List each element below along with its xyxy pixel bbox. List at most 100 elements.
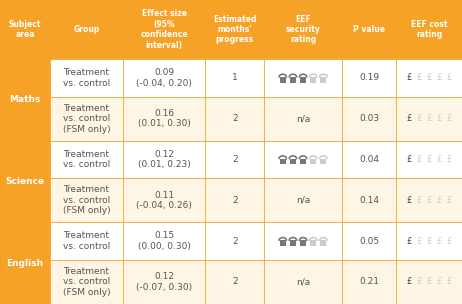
Text: 0.12
(0.01, 0.23): 0.12 (0.01, 0.23) <box>138 150 190 169</box>
Text: EEF cost
rating: EEF cost rating <box>411 20 448 39</box>
Text: 0.03: 0.03 <box>359 114 379 123</box>
Text: Subject
area: Subject area <box>9 20 41 39</box>
Bar <box>290 77 296 82</box>
Text: 0.19: 0.19 <box>359 73 379 82</box>
Text: Treatment
vs. control: Treatment vs. control <box>63 231 110 251</box>
Text: £: £ <box>416 114 422 123</box>
Text: 1: 1 <box>232 73 237 82</box>
Bar <box>0 59 50 141</box>
Bar <box>396 260 462 304</box>
Bar <box>264 141 342 178</box>
Text: £: £ <box>437 237 442 246</box>
Bar <box>396 0 462 59</box>
Text: £: £ <box>447 73 452 82</box>
Text: £: £ <box>406 73 412 82</box>
Text: Science: Science <box>6 177 44 186</box>
Bar <box>0 141 50 222</box>
Bar <box>264 97 342 141</box>
Text: 0.09
(-0.04, 0.20): 0.09 (-0.04, 0.20) <box>136 68 192 88</box>
Bar <box>205 260 264 304</box>
Bar <box>342 141 396 178</box>
Text: £: £ <box>406 114 412 123</box>
Bar <box>205 141 264 178</box>
Bar <box>50 141 123 178</box>
Bar <box>264 260 342 304</box>
Bar <box>0 0 50 59</box>
Text: £: £ <box>426 196 432 205</box>
Text: £: £ <box>406 155 412 164</box>
Text: £: £ <box>416 196 422 205</box>
Bar <box>123 222 205 260</box>
Text: £: £ <box>437 196 442 205</box>
Bar <box>290 159 296 164</box>
Text: Treatment
vs. control
(FSM only): Treatment vs. control (FSM only) <box>62 267 110 297</box>
Bar <box>205 222 264 260</box>
Text: £: £ <box>416 155 422 164</box>
Bar <box>300 77 306 82</box>
Bar <box>342 222 396 260</box>
Bar <box>310 77 316 82</box>
Bar <box>264 178 342 222</box>
Text: £: £ <box>437 114 442 123</box>
Text: Maths: Maths <box>9 95 41 104</box>
Bar <box>123 178 205 222</box>
Text: £: £ <box>447 196 452 205</box>
Bar <box>205 59 264 97</box>
Bar <box>123 0 205 59</box>
Bar <box>123 97 205 141</box>
Text: 0.16
(0.01, 0.30): 0.16 (0.01, 0.30) <box>138 109 190 128</box>
Text: Treatment
vs. control: Treatment vs. control <box>63 150 110 169</box>
Text: n/a: n/a <box>296 196 310 205</box>
Text: P value: P value <box>353 25 385 34</box>
Bar <box>50 260 123 304</box>
Bar <box>0 222 50 304</box>
Text: 0.05: 0.05 <box>359 237 379 246</box>
Text: 0.12
(-0.07, 0.30): 0.12 (-0.07, 0.30) <box>136 272 192 292</box>
Text: £: £ <box>447 237 452 246</box>
Text: £: £ <box>426 73 432 82</box>
Text: £: £ <box>426 155 432 164</box>
Text: 0.04: 0.04 <box>359 155 379 164</box>
Bar <box>280 240 286 246</box>
Bar <box>321 77 326 82</box>
Bar <box>280 159 286 164</box>
Text: 2: 2 <box>232 196 237 205</box>
Bar <box>50 59 123 97</box>
Text: £: £ <box>426 237 432 246</box>
Text: 2: 2 <box>232 237 237 246</box>
Bar <box>205 97 264 141</box>
Bar <box>396 141 462 178</box>
Bar <box>50 222 123 260</box>
Text: 2: 2 <box>232 155 237 164</box>
Text: Estimated
months'
progress: Estimated months' progress <box>213 15 256 44</box>
Text: 0.14: 0.14 <box>359 196 379 205</box>
Bar <box>264 59 342 97</box>
Bar <box>123 141 205 178</box>
Text: £: £ <box>426 114 432 123</box>
Bar <box>205 178 264 222</box>
Text: Treatment
vs. control
(FSM only): Treatment vs. control (FSM only) <box>62 104 110 133</box>
Text: £: £ <box>437 73 442 82</box>
Bar <box>50 97 123 141</box>
Bar <box>280 77 286 82</box>
Text: n/a: n/a <box>296 114 310 123</box>
Bar <box>310 159 316 164</box>
Text: EEF
security
rating: EEF security rating <box>286 15 321 44</box>
Bar <box>342 260 396 304</box>
Text: £: £ <box>406 196 412 205</box>
Bar <box>290 240 296 246</box>
Text: Effect size
(95%
confidence
interval): Effect size (95% confidence interval) <box>140 9 188 50</box>
Bar <box>264 222 342 260</box>
Text: Treatment
vs. control: Treatment vs. control <box>63 68 110 88</box>
Bar <box>396 97 462 141</box>
Bar <box>342 97 396 141</box>
Text: £: £ <box>447 114 452 123</box>
Text: Group: Group <box>73 25 100 34</box>
Text: £: £ <box>437 278 442 286</box>
Text: £: £ <box>416 237 422 246</box>
Text: £: £ <box>406 278 412 286</box>
Text: Treatment
vs. control
(FSM only): Treatment vs. control (FSM only) <box>62 185 110 215</box>
Text: £: £ <box>437 155 442 164</box>
Bar <box>396 59 462 97</box>
Bar <box>342 59 396 97</box>
